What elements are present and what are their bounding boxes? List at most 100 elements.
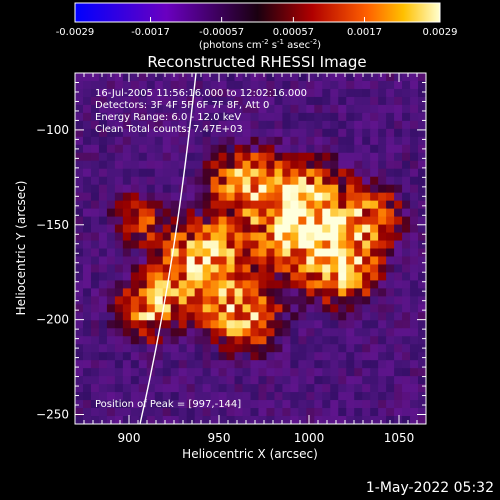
heatmap-cell	[106, 288, 116, 297]
heatmap-cell	[354, 384, 363, 393]
heatmap-cell	[90, 288, 100, 297]
heatmap-cell	[130, 144, 140, 154]
heatmap-cell	[298, 104, 307, 114]
heatmap-cell	[130, 320, 140, 329]
heatmap-cell	[290, 112, 299, 122]
heatmap-cell	[82, 336, 92, 345]
heatmap-cell	[226, 216, 236, 226]
heatmap-cell	[170, 184, 180, 194]
heatmap-cell	[362, 232, 371, 242]
heatmap-cell	[290, 376, 299, 385]
heatmap-cell	[162, 384, 172, 393]
heatmap-cell	[178, 184, 188, 194]
heatmap-cell	[378, 368, 387, 377]
heatmap-cell	[170, 144, 180, 154]
heatmap-cell	[194, 112, 204, 122]
heatmap-cell	[146, 392, 156, 401]
heatmap-cell	[290, 216, 299, 226]
heatmap-cell	[282, 152, 291, 162]
heatmap-cell	[218, 272, 228, 282]
heatmap-cell	[266, 200, 276, 210]
heatmap-cell	[75, 152, 84, 162]
heatmap-cell	[314, 216, 323, 226]
heatmap-cell	[386, 400, 395, 409]
heatmap-cell	[178, 400, 188, 409]
heatmap-cell	[250, 160, 260, 170]
heatmap-cell	[402, 272, 411, 282]
heatmap-cell	[98, 328, 108, 337]
heatmap-cell	[362, 104, 371, 114]
heatmap-cell	[394, 152, 403, 162]
heatmap-cell	[122, 160, 132, 170]
heatmap-cell	[75, 296, 84, 305]
heatmap-cell	[106, 104, 116, 114]
heatmap-cell	[306, 208, 315, 218]
heatmap-cell	[282, 336, 291, 345]
heatmap-cell	[82, 264, 92, 274]
heatmap-cell	[178, 96, 188, 106]
heatmap-cell	[274, 128, 284, 138]
heatmap-cell	[234, 152, 244, 162]
heatmap-cell	[242, 200, 252, 210]
heatmap-cell	[370, 176, 379, 186]
heatmap-cell	[234, 96, 244, 106]
heatmap-cell	[418, 184, 426, 194]
heatmap-cell	[250, 176, 260, 186]
heatmap-cell	[130, 384, 140, 393]
heatmap-cell	[306, 384, 315, 393]
heatmap-cell	[114, 224, 124, 234]
heatmap-cell	[82, 304, 92, 313]
heatmap-cell	[386, 168, 395, 178]
heatmap-cell	[418, 272, 426, 282]
heatmap-cell	[234, 184, 244, 194]
heatmap-cell	[290, 288, 299, 297]
heatmap-cell	[218, 280, 228, 289]
heatmap-cell	[210, 368, 220, 377]
heatmap-cell	[338, 96, 347, 106]
heatmap-cell	[306, 120, 315, 130]
heatmap-cell	[330, 184, 339, 194]
heatmap-cell	[226, 248, 236, 258]
heatmap-cell	[234, 312, 244, 321]
heatmap-cell	[82, 144, 92, 154]
heatmap-cell	[330, 312, 339, 321]
heatmap-cell	[154, 304, 164, 313]
heatmap-cell	[274, 152, 284, 162]
heatmap-cell	[194, 336, 204, 345]
heatmap-cell	[130, 248, 140, 258]
heatmap-cell	[354, 168, 363, 178]
heatmap-cell	[90, 368, 100, 377]
heatmap-cell	[202, 112, 212, 122]
heatmap-cell	[418, 360, 426, 369]
heatmap-cell	[354, 120, 363, 130]
heatmap-cell	[362, 200, 371, 210]
heatmap-cell	[75, 312, 84, 321]
heatmap-cell	[202, 208, 212, 218]
heatmap-cell	[282, 176, 291, 186]
heatmap-cell	[170, 344, 180, 353]
heatmap-cell	[386, 344, 395, 353]
heatmap-cell	[362, 376, 371, 385]
heatmap-cell	[258, 96, 268, 106]
heatmap-cell	[330, 264, 339, 274]
heatmap-cell	[138, 288, 148, 297]
heatmap-cell	[346, 240, 355, 250]
heatmap-cell	[274, 320, 284, 329]
heatmap-cell	[282, 73, 291, 82]
heatmap-cell	[218, 416, 228, 424]
heatmap-cell	[82, 104, 92, 114]
heatmap-cell	[138, 320, 148, 329]
heatmap-cell	[338, 296, 347, 305]
heatmap-cell	[75, 280, 84, 289]
heatmap-cell	[242, 184, 252, 194]
heatmap-cell	[274, 280, 284, 289]
heatmap-cell	[90, 160, 100, 170]
heatmap-cell	[338, 240, 347, 250]
heatmap-cell	[234, 216, 244, 226]
heatmap-cell	[194, 288, 204, 297]
heatmap-cell	[234, 104, 244, 114]
heatmap-cell	[282, 248, 291, 258]
heatmap-cell	[322, 128, 331, 138]
heatmap-cell	[90, 80, 100, 90]
heatmap-cell	[146, 216, 156, 226]
